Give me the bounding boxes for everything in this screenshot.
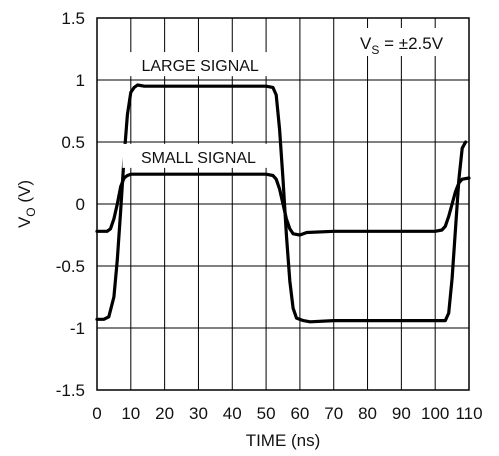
y-tick-labels: 1.5 1 0.5 0 -0.5 -1 -1.5	[56, 9, 85, 400]
x-tick-label: 50	[257, 404, 276, 423]
x-tick-label: 110	[455, 404, 482, 423]
supply-annotation-sub: S	[371, 43, 379, 57]
x-tick-label: 40	[223, 404, 242, 423]
supply-annotation-main: V	[360, 34, 372, 53]
x-tick-label: 80	[358, 404, 377, 423]
y-axis-label: VO (V)	[15, 180, 38, 228]
x-tick-label: 30	[189, 404, 208, 423]
annotation-large-signal: LARGE SIGNAL	[141, 58, 258, 75]
annotation-small-signal: SMALL SIGNAL	[141, 150, 256, 167]
plot-frame	[96, 17, 470, 391]
y-tick-label: 1	[76, 71, 85, 90]
y-tick-label: 0.5	[61, 133, 85, 152]
x-tick-label: 10	[121, 404, 140, 423]
supply-annotation: VS = ±2.5V	[360, 34, 444, 57]
x-tick-label: 20	[155, 404, 174, 423]
series-annotations: LARGE SIGNAL SMALL SIGNAL	[122, 52, 277, 168]
y-tick-label: 1.5	[61, 9, 85, 28]
annotation-bg	[124, 52, 277, 77]
annotation-bg	[122, 143, 275, 168]
x-tick-label: 90	[392, 404, 411, 423]
series-line-small-signal	[95, 172, 471, 237]
x-tick-label: 60	[290, 404, 309, 423]
x-tick-label: 70	[324, 404, 343, 423]
y-tick-label: -0.5	[56, 257, 85, 276]
y-axis-label-unit: (V)	[15, 180, 34, 207]
y-tick-label: -1.5	[56, 381, 85, 400]
supply-annotation-bg	[352, 28, 464, 56]
x-axis-label: TIME (ns)	[246, 431, 321, 450]
series-group	[95, 83, 471, 324]
y-tick-label: 0	[76, 195, 85, 214]
supply-annotation-rest: = ±2.5V	[379, 34, 443, 53]
x-tick-label: 100	[421, 404, 449, 423]
x-tick-labels: 0 10 20 30 40 50 60 70 80 90 100 110	[92, 404, 482, 423]
y-axis-label-sub: O	[24, 207, 38, 216]
x-tick-label: 0	[92, 404, 101, 423]
y-tick-label: -1	[70, 319, 85, 338]
y-axis-label-main: V	[15, 216, 34, 228]
